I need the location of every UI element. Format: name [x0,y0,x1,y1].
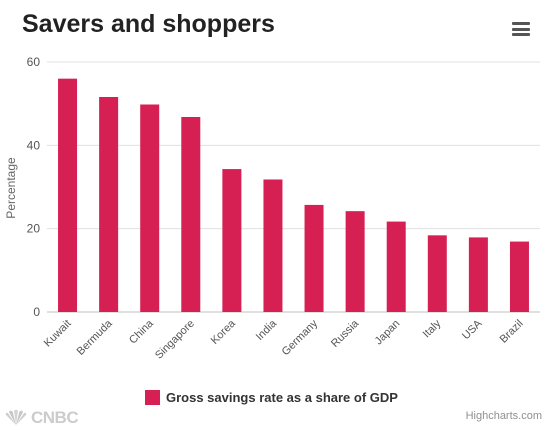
bar-japan[interactable] [386,221,406,312]
bar-italy[interactable] [427,235,447,312]
x-tick-label: Russia [329,317,362,350]
cnbc-logo: CNBC [4,408,79,428]
bar-russia[interactable] [345,211,365,312]
x-tick-label: Bermuda [75,317,116,358]
x-tick-label: Singapore [153,318,197,362]
x-tick-label: Japan [373,318,403,348]
bar-germany[interactable] [304,204,324,312]
bar-bermuda[interactable] [99,97,119,312]
y-tick-label: 40 [27,138,41,152]
legend-label: Gross savings rate as a share of GDP [166,390,398,405]
bar-usa[interactable] [468,237,488,312]
y-axis-label: Percentage [4,157,18,219]
legend-swatch [145,390,160,405]
y-tick-label: 20 [27,222,41,236]
grid-lines [47,61,540,313]
bar-korea[interactable] [222,169,242,312]
bar-kuwait[interactable] [58,78,78,313]
legend-item[interactable]: Gross savings rate as a share of GDP [145,390,398,405]
credits-link[interactable]: Highcharts.com [465,410,542,422]
bars [58,78,529,313]
x-tick-label: Kuwait [42,318,74,350]
x-tick-label: Germany [280,317,321,358]
x-tick-label: Brazil [498,318,526,346]
logo-text: CNBC [31,408,79,427]
nbc-peacock-icon [5,410,27,425]
bar-brazil[interactable] [509,241,529,312]
y-tick-label: 0 [33,305,40,319]
x-tick-label: China [127,317,156,346]
y-tick-label: 60 [27,55,41,69]
x-tick-label: Italy [421,317,444,340]
x-tick-label: Korea [209,317,239,347]
chart-title: Savers and shoppers [22,10,275,38]
x-tick-label: USA [460,317,485,342]
bar-china[interactable] [140,104,160,313]
bar-singapore[interactable] [181,117,201,312]
y-axis-ticks: 0 20 40 60 [27,55,41,319]
hamburger-menu-icon[interactable] [512,22,530,36]
x-tick-label: India [254,317,280,343]
bar-india[interactable] [263,179,283,313]
